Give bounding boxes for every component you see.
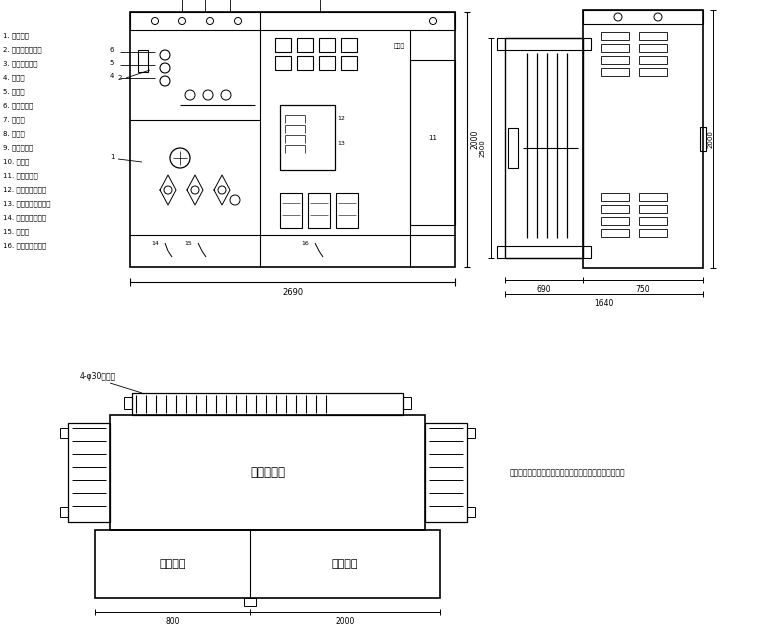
Bar [497, 246, 591, 258]
Bar [280, 105, 335, 170]
Text: 1. 高压套管: 1. 高压套管 [3, 32, 29, 39]
Bar [341, 38, 357, 52]
Bar [132, 393, 403, 415]
Bar [130, 12, 455, 30]
Bar [639, 193, 667, 201]
Text: 10. 表计室: 10. 表计室 [3, 158, 29, 165]
Text: 2690: 2690 [282, 288, 303, 297]
Text: 11. 无功补偿室: 11. 无功补偿室 [3, 172, 38, 178]
Text: 16. 低压室接地端子: 16. 低压室接地端子 [3, 242, 46, 248]
Text: 9. 储能断路器: 9. 储能断路器 [3, 144, 33, 150]
Text: 11: 11 [428, 135, 437, 140]
Text: 表计室: 表计室 [394, 43, 405, 49]
Bar [425, 423, 467, 522]
Bar [639, 32, 667, 40]
Text: 7. 温度计: 7. 温度计 [3, 116, 25, 122]
Text: 13. 低压侧自动断路器: 13. 低压侧自动断路器 [3, 200, 50, 207]
Bar [297, 56, 313, 70]
Bar [319, 38, 335, 52]
Bar [601, 56, 629, 64]
Bar [336, 193, 358, 228]
Text: 4-φ30安装孔: 4-φ30安装孔 [80, 372, 116, 381]
Text: 5: 5 [109, 60, 114, 66]
Text: 5. 注油口: 5. 注油口 [3, 88, 24, 95]
Text: 12: 12 [337, 116, 345, 121]
Bar [60, 507, 68, 517]
Text: 8. 压力表: 8. 压力表 [3, 130, 25, 137]
Bar [60, 428, 68, 438]
Bar [508, 128, 518, 168]
Bar [639, 205, 667, 213]
Bar [497, 38, 591, 50]
Text: 14: 14 [151, 241, 159, 246]
Bar [467, 507, 475, 517]
Bar [639, 44, 667, 52]
Text: 15: 15 [184, 241, 192, 246]
Bar [244, 598, 256, 606]
Bar [280, 193, 302, 228]
Bar [130, 12, 455, 267]
Bar [410, 60, 455, 225]
Text: 2. 四位置负荷开关: 2. 四位置负荷开关 [3, 46, 42, 52]
Text: 变压器主体: 变压器主体 [250, 466, 285, 479]
Bar [700, 127, 706, 151]
Bar [124, 397, 132, 409]
Bar [467, 428, 475, 438]
Bar [601, 44, 629, 52]
Text: 13: 13 [337, 141, 345, 146]
Text: 690: 690 [537, 285, 551, 294]
Text: 2: 2 [118, 75, 122, 81]
Bar [639, 229, 667, 237]
Text: 12. 低压侧主断路器: 12. 低压侧主断路器 [3, 186, 46, 193]
Bar [319, 56, 335, 70]
Bar [601, 32, 629, 40]
Text: 2000: 2000 [708, 130, 714, 148]
Text: 800: 800 [165, 617, 180, 624]
Bar [68, 423, 110, 522]
Bar [297, 38, 313, 52]
Bar [639, 68, 667, 76]
Text: 2500: 2500 [480, 139, 486, 157]
Text: 4. 油位计: 4. 油位计 [3, 74, 24, 80]
Bar [601, 68, 629, 76]
Bar [138, 50, 148, 72]
Text: 4: 4 [109, 73, 114, 79]
Bar [583, 10, 703, 268]
Bar [601, 205, 629, 213]
Bar [275, 38, 291, 52]
Bar [403, 397, 411, 409]
Bar [505, 38, 583, 258]
Text: 3. 调压分接开关: 3. 调压分接开关 [3, 60, 37, 67]
Text: 2000: 2000 [335, 617, 355, 624]
Bar [601, 217, 629, 225]
Text: 15. 底盘间: 15. 底盘间 [3, 228, 29, 235]
Bar [275, 56, 291, 70]
Bar [639, 56, 667, 64]
Bar [95, 530, 440, 598]
Text: 14. 高压室接地端子: 14. 高压室接地端子 [3, 214, 46, 221]
Bar [110, 415, 425, 530]
Text: 1640: 1640 [594, 299, 613, 308]
Text: 1: 1 [109, 154, 114, 160]
Text: 750: 750 [635, 285, 651, 294]
Bar [601, 229, 629, 237]
Bar [308, 193, 330, 228]
Bar [583, 10, 703, 24]
Text: 16: 16 [301, 241, 309, 246]
Text: 说明：以上尺寸仅供参考，最终尺寸以厂家产品实物为准: 说明：以上尺寸仅供参考，最终尺寸以厂家产品实物为准 [510, 468, 625, 477]
Bar [341, 56, 357, 70]
Text: 6: 6 [109, 47, 114, 53]
Text: 低压间隔: 低压间隔 [332, 559, 358, 569]
Text: 6. 压力释放阀: 6. 压力释放阀 [3, 102, 33, 109]
Text: 2000: 2000 [471, 130, 480, 149]
Bar [601, 193, 629, 201]
Bar [639, 217, 667, 225]
Text: 高压间隔: 高压间隔 [160, 559, 185, 569]
